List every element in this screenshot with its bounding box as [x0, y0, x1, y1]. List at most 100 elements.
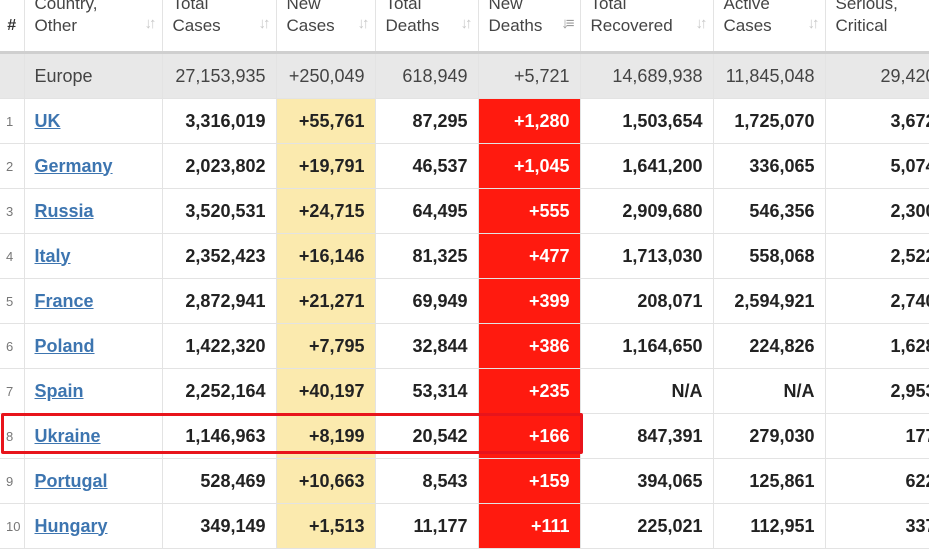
row-number: [0, 53, 24, 99]
row-number: 7: [0, 369, 24, 414]
new-cases-cell: +40,197: [276, 369, 375, 414]
sort-icon[interactable]: ↓↑: [259, 13, 268, 35]
total-deaths-cell: 46,537: [375, 144, 478, 189]
row-number: 1: [0, 99, 24, 144]
new-deaths-cell: +1,280: [478, 99, 580, 144]
active-cases-cell: 1,725,070: [713, 99, 825, 144]
new-deaths-cell: +235: [478, 369, 580, 414]
total-recovered-cell: 394,065: [580, 459, 713, 504]
active-cases-cell: 125,861: [713, 459, 825, 504]
total-cases-cell: 2,352,423: [162, 234, 276, 279]
sort-icon[interactable]: ↓↑: [696, 13, 705, 35]
total-recovered-cell: 14,689,938: [580, 53, 713, 99]
header-row: # Country, Other↓↑ Total Cases↓↑ New Cas…: [0, 0, 929, 53]
country-cell: Italy: [24, 234, 162, 279]
new-deaths-cell: +399: [478, 279, 580, 324]
row-number: 3: [0, 189, 24, 234]
total-cases-cell: 2,023,802: [162, 144, 276, 189]
new-cases-cell: +250,049: [276, 53, 375, 99]
table-body: Europe 27,153,935 +250,049 618,949 +5,72…: [0, 53, 929, 549]
active-cases-cell: 2,594,921: [713, 279, 825, 324]
total-cases-cell: 1,146,963: [162, 414, 276, 459]
active-cases-cell: 279,030: [713, 414, 825, 459]
total-deaths-cell: 81,325: [375, 234, 478, 279]
header-new-cases-label: New Cases: [287, 0, 369, 51]
header-total-recovered[interactable]: Total Recovered↓↑: [580, 0, 713, 53]
sort-icon[interactable]: ↓↑: [808, 13, 817, 35]
country-link[interactable]: France: [35, 291, 94, 311]
active-cases-cell: 224,826: [713, 324, 825, 369]
row-number: 4: [0, 234, 24, 279]
total-deaths-cell: 20,542: [375, 414, 478, 459]
total-deaths-cell: 69,949: [375, 279, 478, 324]
total-recovered-cell: 208,071: [580, 279, 713, 324]
country-link[interactable]: Spain: [35, 381, 84, 401]
new-deaths-cell: +386: [478, 324, 580, 369]
country-link[interactable]: Poland: [35, 336, 95, 356]
country-cell: Germany: [24, 144, 162, 189]
header-total-cases[interactable]: Total Cases↓↑: [162, 0, 276, 53]
sort-icon[interactable]: ↓↑: [461, 13, 470, 35]
new-deaths-cell: +1,045: [478, 144, 580, 189]
new-deaths-cell: +159: [478, 459, 580, 504]
active-cases-cell: 558,068: [713, 234, 825, 279]
serious-critical-cell: 2,953: [825, 369, 929, 414]
header-serious-critical-label: Serious, Critical: [836, 0, 929, 51]
header-country[interactable]: Country, Other↓↑: [24, 0, 162, 53]
country-link[interactable]: Ukraine: [35, 426, 101, 446]
serious-critical-cell: 2,522: [825, 234, 929, 279]
header-new-cases[interactable]: New Cases↓↑: [276, 0, 375, 53]
header-active-cases[interactable]: Active Cases↓↑: [713, 0, 825, 53]
sort-desc-icon[interactable]: ↓≡: [561, 13, 571, 35]
total-recovered-cell: 1,164,650: [580, 324, 713, 369]
serious-critical-cell: 2,300: [825, 189, 929, 234]
country-link[interactable]: Italy: [35, 246, 71, 266]
serious-critical-cell: 5,074: [825, 144, 929, 189]
total-recovered-cell: N/A: [580, 369, 713, 414]
total-recovered-cell: 1,503,654: [580, 99, 713, 144]
total-deaths-cell: 32,844: [375, 324, 478, 369]
header-serious-critical[interactable]: Serious, Critical↓↑: [825, 0, 929, 53]
total-deaths-cell: 8,543: [375, 459, 478, 504]
new-deaths-cell: +477: [478, 234, 580, 279]
header-new-deaths[interactable]: New Deaths↓≡: [478, 0, 580, 53]
row-number: 2: [0, 144, 24, 189]
country-link[interactable]: Hungary: [35, 516, 108, 536]
country-link[interactable]: Germany: [35, 156, 113, 176]
total-recovered-cell: 2,909,680: [580, 189, 713, 234]
sort-icon[interactable]: ↓↑: [145, 13, 154, 35]
total-cases-cell: 27,153,935: [162, 53, 276, 99]
header-total-deaths[interactable]: Total Deaths↓↑: [375, 0, 478, 53]
new-cases-cell: +16,146: [276, 234, 375, 279]
new-deaths-cell: +166: [478, 414, 580, 459]
serious-critical-cell: 1,628: [825, 324, 929, 369]
header-num[interactable]: #: [0, 0, 24, 53]
row-number: 9: [0, 459, 24, 504]
total-cases-cell: 528,469: [162, 459, 276, 504]
total-cases-cell: 2,252,164: [162, 369, 276, 414]
country-link[interactable]: UK: [35, 111, 61, 131]
sort-icon[interactable]: ↓↑: [358, 13, 367, 35]
region-name: Europe: [24, 53, 162, 99]
country-link[interactable]: Russia: [35, 201, 94, 221]
new-deaths-cell: +555: [478, 189, 580, 234]
active-cases-cell: 11,845,048: [713, 53, 825, 99]
total-deaths-cell: 87,295: [375, 99, 478, 144]
country-cell: Spain: [24, 369, 162, 414]
new-cases-cell: +7,795: [276, 324, 375, 369]
new-cases-cell: +19,791: [276, 144, 375, 189]
row-number: 5: [0, 279, 24, 324]
total-deaths-cell: 618,949: [375, 53, 478, 99]
active-cases-cell: 546,356: [713, 189, 825, 234]
country-link[interactable]: Portugal: [35, 471, 108, 491]
total-cases-cell: 2,872,941: [162, 279, 276, 324]
row-number: 6: [0, 324, 24, 369]
